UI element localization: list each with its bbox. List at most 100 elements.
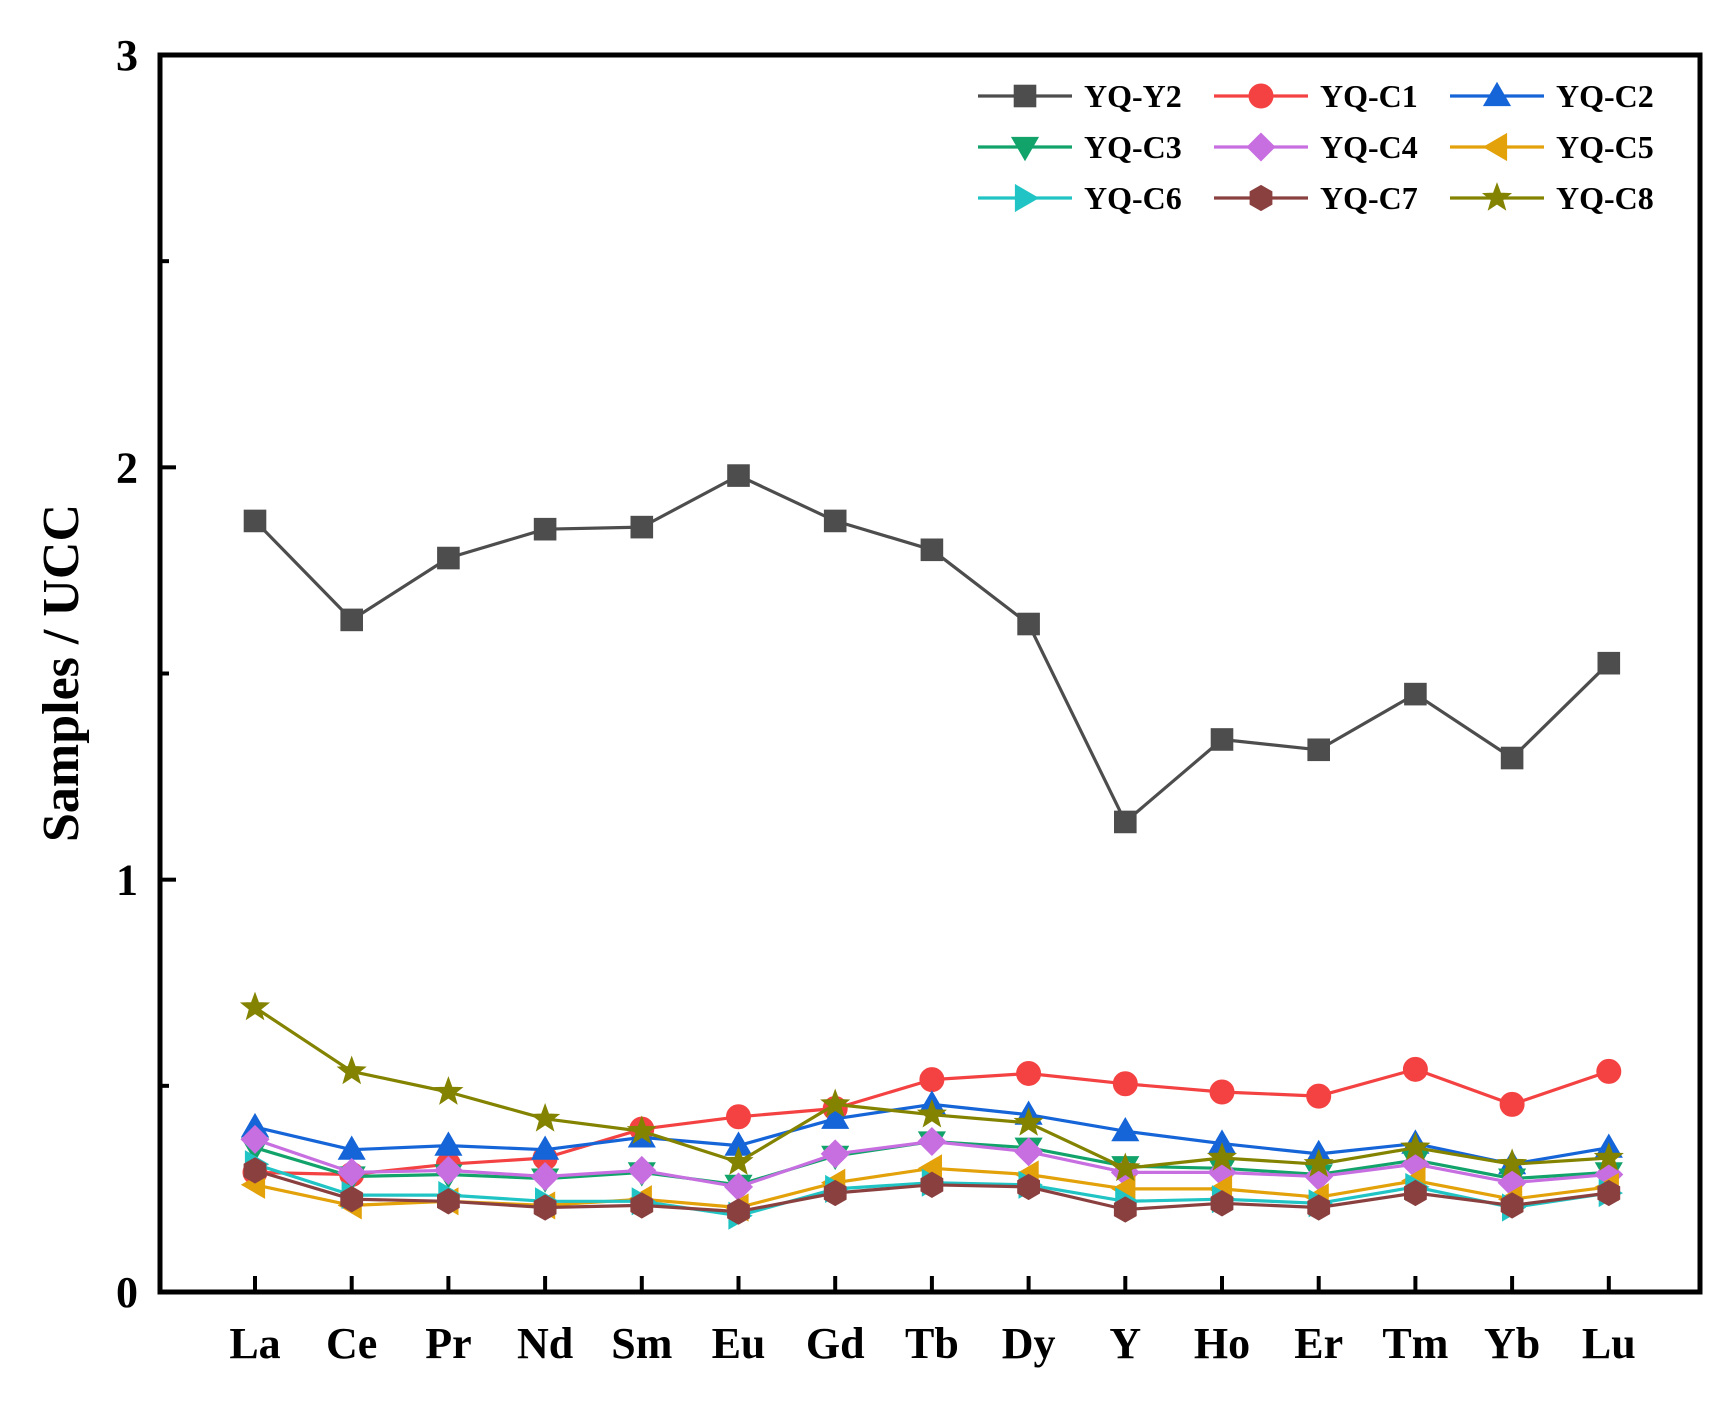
data-point-yq-c7 bbox=[1017, 1173, 1040, 1201]
x-tick-label: Sm bbox=[611, 1319, 672, 1368]
data-point-yq-c7 bbox=[243, 1157, 267, 1184]
legend: YQ-Y2 YQ-C1 YQ-C2 YQ-C3 YQ-C4 YQ-C5 YQ-C6 YQ-C7… bbox=[978, 78, 1654, 216]
data-point-yq-y2 bbox=[630, 515, 654, 539]
legend-label: YQ-C6 bbox=[1084, 180, 1182, 216]
data-point-yq-y2 bbox=[1597, 651, 1621, 675]
y-tick-label: 3 bbox=[116, 31, 138, 80]
data-point-yq-c7 bbox=[920, 1171, 944, 1198]
data-point-yq-c7 bbox=[1113, 1196, 1137, 1223]
data-point-yq-c8 bbox=[916, 1098, 947, 1128]
data-point-yq-c1 bbox=[1209, 1079, 1235, 1105]
data-point-yq-c1 bbox=[1306, 1083, 1332, 1109]
data-point-yq-c8 bbox=[723, 1146, 754, 1175]
legend-label: YQ-C4 bbox=[1320, 129, 1418, 165]
data-point-yq-y2 bbox=[1210, 728, 1234, 751]
data-point-yq-y2 bbox=[437, 546, 460, 570]
data-point-yq-c8 bbox=[1013, 1107, 1044, 1136]
legend-label: YQ-C7 bbox=[1320, 180, 1418, 216]
legend-item-yq-c8: YQ-C8 bbox=[1450, 180, 1654, 216]
series-yq-c7 bbox=[243, 1157, 1621, 1225]
x-tick-label: Lu bbox=[1582, 1319, 1636, 1368]
data-point-yq-c7 bbox=[437, 1188, 460, 1215]
legend-marker-yq-c5 bbox=[1482, 132, 1508, 162]
legend-marker-yq-c6 bbox=[1014, 183, 1040, 213]
data-point-yq-c7 bbox=[1500, 1192, 1524, 1219]
x-axis: La Ce Pr Nd Sm Eu Gd Tb Dy Y Ho Er Tm Yb Lu bbox=[229, 1276, 1636, 1368]
data-point-yq-y2 bbox=[1404, 682, 1427, 706]
data-point-yq-y2 bbox=[1307, 738, 1331, 762]
data-point-yq-c7 bbox=[630, 1192, 654, 1219]
data-point-yq-c4 bbox=[240, 1124, 270, 1154]
data-point-yq-c1 bbox=[1402, 1056, 1428, 1082]
data-point-yq-c2 bbox=[434, 1131, 463, 1156]
series-yq-c8 bbox=[239, 991, 1624, 1182]
legend-item-yq-c1: YQ-C1 bbox=[1214, 78, 1418, 114]
x-tick-label: Dy bbox=[1002, 1319, 1056, 1368]
data-point-yq-c1 bbox=[726, 1104, 751, 1130]
x-tick-label: Gd bbox=[806, 1319, 865, 1368]
data-point-yq-c2 bbox=[1111, 1117, 1140, 1142]
data-point-yq-c8 bbox=[433, 1076, 464, 1105]
data-point-yq-c7 bbox=[1597, 1179, 1621, 1207]
data-point-yq-c4 bbox=[627, 1155, 657, 1185]
legend-label: YQ-C2 bbox=[1556, 78, 1654, 114]
data-point-yq-c1 bbox=[1596, 1058, 1622, 1084]
data-point-yq-c2 bbox=[821, 1104, 850, 1129]
legend-marker-yq-c2 bbox=[1482, 81, 1512, 107]
legend-item-yq-c2: YQ-C2 bbox=[1450, 78, 1654, 114]
data-point-yq-c7 bbox=[727, 1198, 750, 1225]
data-point-yq-y2 bbox=[1017, 612, 1040, 636]
data-point-yq-c8 bbox=[1400, 1131, 1431, 1161]
data-point-yq-c2 bbox=[531, 1135, 560, 1160]
x-tick-label: Ho bbox=[1194, 1319, 1250, 1368]
x-tick-label: Er bbox=[1294, 1319, 1343, 1368]
data-point-yq-c7 bbox=[1307, 1194, 1331, 1221]
data-point-yq-c1 bbox=[1016, 1060, 1042, 1086]
data-point-yq-y2 bbox=[1500, 746, 1524, 770]
legend-item-yq-c3: YQ-C3 bbox=[978, 129, 1182, 165]
data-point-yq-y2 bbox=[727, 464, 750, 487]
x-tick-label: Nd bbox=[517, 1319, 573, 1368]
legend-marker-yq-c3 bbox=[1010, 136, 1040, 162]
x-tick-label: Eu bbox=[712, 1319, 766, 1368]
data-point-yq-c8 bbox=[820, 1088, 851, 1118]
data-point-yq-c7 bbox=[340, 1186, 364, 1213]
y-axis-title: Samples / UCC bbox=[33, 504, 90, 842]
y-tick-label: 2 bbox=[116, 443, 138, 492]
data-point-yq-c8 bbox=[1206, 1142, 1238, 1171]
data-point-yq-c4 bbox=[1014, 1137, 1044, 1167]
data-point-yq-c4 bbox=[917, 1126, 947, 1157]
data-point-yq-c4 bbox=[820, 1139, 850, 1169]
legend-marker-yq-c8 bbox=[1481, 182, 1513, 211]
legend-label: YQ-C3 bbox=[1084, 129, 1182, 165]
data-point-yq-c4 bbox=[433, 1155, 463, 1185]
data-point-yq-c1 bbox=[1499, 1091, 1525, 1117]
legend-marker-yq-y2 bbox=[1013, 84, 1037, 108]
legend-label: YQ-C1 bbox=[1320, 78, 1418, 114]
data-point-yq-c4 bbox=[530, 1161, 560, 1192]
data-point-yq-c8 bbox=[1110, 1152, 1141, 1182]
data-point-yq-c7 bbox=[1404, 1179, 1427, 1207]
legend-item-yq-c4: YQ-C4 bbox=[1214, 129, 1418, 165]
data-point-yq-c1 bbox=[919, 1067, 945, 1093]
series-yq-y2 bbox=[243, 464, 1621, 834]
x-tick-label: Yb bbox=[1484, 1319, 1540, 1368]
data-point-yq-y2 bbox=[823, 509, 847, 533]
data-point-yq-c1 bbox=[1112, 1071, 1138, 1097]
data-point-yq-y2 bbox=[533, 517, 557, 541]
x-tick-label: Tm bbox=[1382, 1319, 1448, 1368]
y-tick-label: 0 bbox=[116, 1268, 138, 1317]
legend-label: YQ-C5 bbox=[1556, 129, 1654, 165]
x-tick-label: La bbox=[229, 1319, 280, 1368]
data-point-yq-y2 bbox=[920, 538, 944, 562]
data-point-yq-y2 bbox=[243, 509, 267, 533]
legend-item-yq-c5: YQ-C5 bbox=[1450, 129, 1654, 165]
x-tick-label: Ce bbox=[326, 1319, 377, 1368]
data-point-yq-y2 bbox=[1114, 810, 1137, 834]
series-layer bbox=[239, 464, 1624, 1230]
legend-item-yq-y2: YQ-Y2 bbox=[978, 78, 1182, 114]
x-tick-label: Y bbox=[1109, 1319, 1141, 1368]
x-tick-label: Pr bbox=[425, 1319, 471, 1368]
legend-item-yq-c6: YQ-C6 bbox=[978, 180, 1182, 216]
